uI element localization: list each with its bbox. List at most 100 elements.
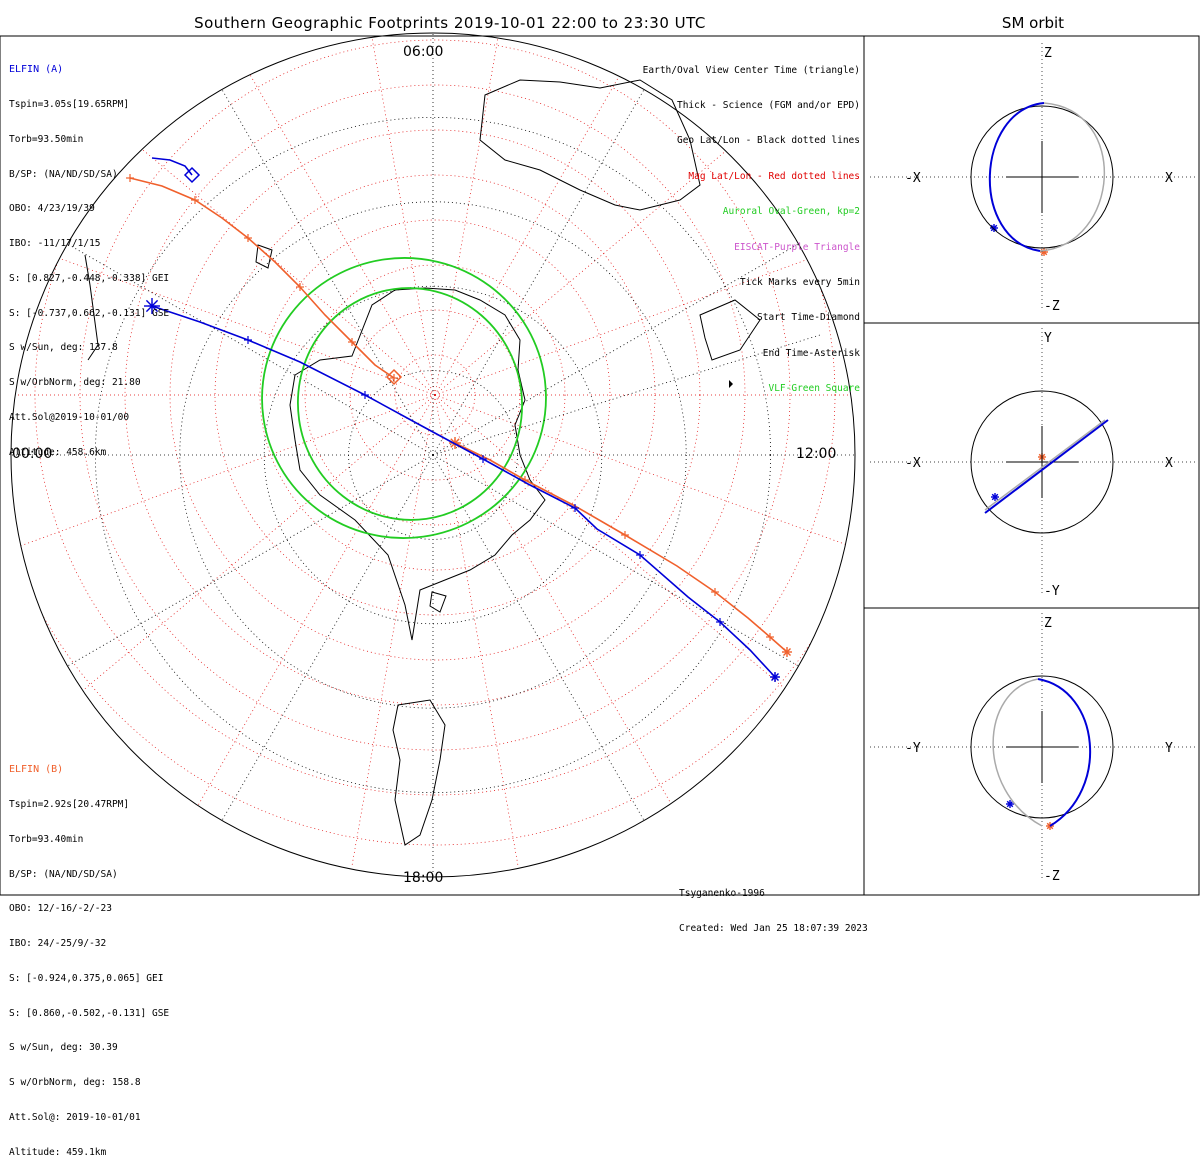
legend-item: End Time-Asterisk: [762, 347, 860, 359]
coastline: [699, 299, 761, 361]
coastline: [392, 699, 446, 846]
orbit-a-marker: [990, 224, 998, 232]
coastline: [289, 287, 546, 641]
mag-meridian: [434, 33, 519, 396]
elfin-b-orbit: [992, 678, 1043, 827]
elfin-a-line: IBO: -11/17/1/15: [9, 238, 101, 250]
elfin-a-orbit: [1037, 678, 1092, 827]
coastline: [84, 254, 99, 361]
elfin-b-orbit: [1039, 102, 1105, 252]
orbit-panel: X -X Y -Y: [870, 328, 1195, 599]
map-boundary-circle: [10, 32, 856, 878]
axis-label-h-neg: -X: [905, 456, 921, 471]
elfin-b-name: ELFIN (B): [9, 764, 64, 776]
coastline: [255, 244, 273, 269]
orbit-panel: X -X Z -Z: [870, 43, 1195, 314]
axis-label-v-neg: -Z: [1044, 869, 1060, 884]
legend-item: Mag Lat/Lon - Red dotted lines: [688, 170, 860, 182]
mag-meridian: [434, 33, 676, 396]
mag-meridian: [194, 394, 436, 811]
legend-item: VLF-Green Square: [768, 383, 860, 395]
legend-item: EISCAT-Purple Triangle: [734, 241, 860, 253]
elfin-b-line: Torb=93.40min: [9, 833, 84, 845]
elfin-a-line: Altitude: 458.6km: [9, 446, 107, 458]
mag-meridian: [434, 394, 855, 560]
time-label-bottom: 18:00: [403, 870, 444, 886]
view-center-triangle: [729, 380, 733, 388]
elfin-a-line: S w/Sun, deg: 137.8: [9, 342, 118, 354]
mag-grid: [11, 33, 855, 868]
elfin-b-end-asterisk: [783, 648, 791, 656]
axis-label-v: Y: [1044, 331, 1052, 346]
coastlines: [84, 79, 761, 846]
elfin-a-end-asterisk: [771, 673, 779, 681]
elfin-b-line: S w/Sun, deg: 30.39: [9, 1042, 118, 1054]
mag-meridian: [434, 230, 855, 396]
mag-meridian: [351, 33, 436, 396]
elfin-a-line: S: [0.827,-0.448,-0.338] GEI: [9, 272, 170, 284]
axis-label-h: Y: [1165, 741, 1173, 756]
axis-label-h: X: [1165, 456, 1173, 471]
axis-label-h: X: [1165, 171, 1173, 186]
elfin-a-line: Att.Sol@2019-10-01/00: [9, 412, 130, 423]
mag-meridian: [67, 394, 436, 704]
orbit-panel: Y -Y Z -Z: [870, 613, 1195, 884]
sm-orbit-title: SM orbit: [1001, 14, 1065, 32]
elfin-b-start-diamond: [385, 368, 403, 386]
elfin-a-orbit: [988, 102, 1045, 252]
legend-item: Thick - Science (FGM and/or EPD): [676, 99, 860, 111]
footprint-tracks: [126, 157, 1054, 830]
elfin-b-line: Att.Sol@: 2019-10-01/01: [9, 1112, 141, 1123]
elfin-b-line: OBO: 12/-16/-2/-23: [9, 903, 112, 915]
orbit-a-marker: [991, 493, 999, 501]
elfin-b-line: S: [0.860,-0.502,-0.131] GSE: [9, 1007, 170, 1019]
geo-latitude-circle: [94, 116, 772, 794]
mag-meridian: [434, 394, 519, 868]
coastline: [479, 79, 701, 211]
mag-meridian: [11, 394, 436, 560]
legend-item: Earth/Oval View Center Time (triangle): [642, 64, 860, 76]
auroral-ovals: [261, 257, 547, 539]
sm-orbit-panels: X -X Z -Z X -X Y -Y Y -Y Z -Z: [870, 43, 1195, 884]
axis-label-h-neg: -X: [905, 171, 921, 186]
elfin-b-info: ELFIN (B) Tspin=2.92s[20.47RPM] Torb=93.…: [9, 741, 169, 1170]
credit-model: Tsyganenko-1996: [679, 888, 765, 899]
axis-label-v: Z: [1044, 46, 1052, 61]
auroral-oval-inner: [297, 287, 523, 521]
mag-latitude-circle: [304, 264, 566, 526]
time-label-left: 00:00: [12, 446, 53, 462]
elfin-b-line: B/SP: (NA/ND/SD/SA): [9, 868, 118, 880]
mag-meridian: [351, 394, 436, 868]
mag-meridian: [194, 33, 436, 396]
geo-grid: [10, 32, 856, 878]
elfin-b-line: S w/OrbNorm, deg: 158.8: [9, 1077, 141, 1089]
axis-label-v: Z: [1044, 616, 1052, 631]
mag-meridian: [11, 230, 436, 396]
legend-item: Tick Marks every 5min: [739, 276, 860, 288]
elfin-a-line: S w/OrbNorm, deg: 21.80: [9, 377, 141, 389]
credit-created: Created: Wed Jan 25 18:07:39 2023: [679, 922, 868, 934]
elfin-a-line: B/SP: (NA/ND/SD/SA): [9, 168, 118, 180]
mag-latitude-circle: [79, 39, 791, 751]
elfin-a-start-diamond: [183, 166, 201, 184]
geo-latitude-circle: [179, 201, 687, 709]
elfin-b-line: S: [-0.924,0.375,0.065] GEI: [9, 972, 164, 984]
elfin-a-line: S: [-0.737,0.662,-0.131] GSE: [9, 307, 170, 319]
axis-label-h-neg: -Y: [905, 741, 921, 756]
elfin-a-line: Torb=93.50min: [9, 133, 84, 145]
axis-label-v-neg: -Y: [1044, 584, 1060, 599]
elfin-b-line: Tspin=2.92s[20.47RPM]: [9, 798, 130, 810]
legend-item: Start Time-Diamond: [757, 312, 860, 324]
mag-meridian: [434, 394, 676, 811]
orbit-a-marker: [1006, 800, 1014, 808]
elfin-a-line: Tspin=3.05s[19.65RPM]: [9, 98, 130, 110]
mag-latitude-circle: [259, 219, 611, 571]
mag-meridian: [434, 394, 803, 704]
elfin-a-name: ELFIN (A): [9, 64, 64, 76]
time-label-right: 12:00: [796, 446, 837, 462]
orbit-frame: [863, 35, 1200, 896]
elfin-b-line: Altitude: 459.1km: [9, 1146, 107, 1158]
elfin-b-line: IBO: 24/-25/9/-32: [9, 938, 107, 950]
legend-item: Geo Lat/Lon - Black dotted lines: [676, 135, 860, 147]
time-label-top: 06:00: [403, 44, 444, 60]
